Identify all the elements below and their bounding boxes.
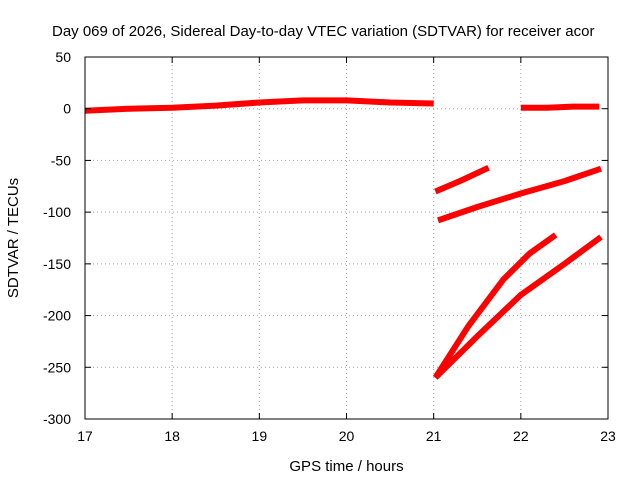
y-tick-label: -50	[51, 152, 71, 168]
y-tick-label: -200	[43, 308, 71, 324]
x-axis-label: GPS time / hours	[289, 458, 403, 475]
x-tick-label: 20	[339, 428, 355, 444]
axis-ticks: 17 18 19 20 21 22 23 50 0 -50 -100 -150 -200 -250 -300	[43, 49, 616, 444]
data-series-line-5	[432, 232, 558, 380]
data-series-line-6	[433, 234, 603, 380]
grid-lines	[85, 57, 608, 419]
y-tick-label: -300	[43, 411, 71, 427]
x-tick-label: 21	[426, 428, 442, 444]
x-tick-label: 18	[164, 428, 180, 444]
y-tick-label: -100	[43, 204, 71, 220]
x-tick-label: 23	[600, 428, 616, 444]
y-axis-label: SDTVAR / TECUs	[5, 178, 22, 298]
data-series-line-2	[520, 103, 600, 111]
y-tick-label: 0	[63, 101, 71, 117]
x-tick-label: 17	[77, 428, 93, 444]
y-tick-label: 50	[55, 49, 71, 65]
data-series-line-1	[84, 97, 434, 114]
chart-title: Day 069 of 2026, Sidereal Day-to-day VTE…	[52, 23, 594, 40]
x-tick-label: 22	[513, 428, 529, 444]
y-tick-label: -150	[43, 256, 71, 272]
data-series-line-4	[437, 165, 602, 224]
y-tick-label: -250	[43, 359, 71, 375]
x-tick-label: 19	[252, 428, 268, 444]
data-series-group	[84, 97, 603, 380]
data-series-line-3	[434, 164, 490, 195]
